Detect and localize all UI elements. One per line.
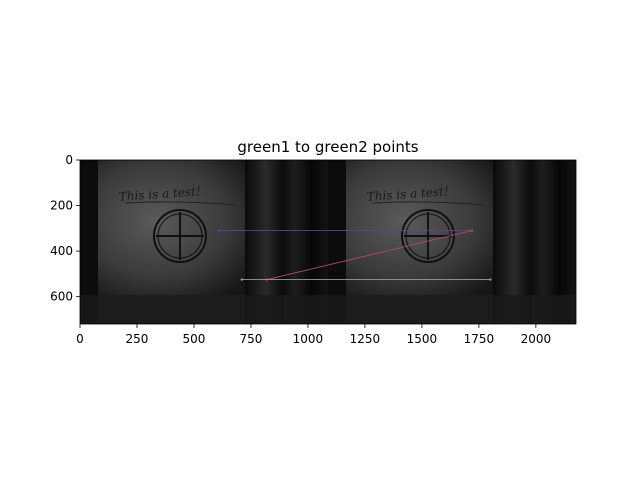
x-tick-label: 2000: [521, 332, 552, 346]
left-panel-floor: [80, 295, 328, 324]
x-tick-label: 1750: [464, 332, 495, 346]
x-tick-label: 1250: [350, 332, 381, 346]
x-tick-label: 1000: [293, 332, 324, 346]
match-point-start: [218, 229, 220, 231]
right-panel-floor: [328, 295, 576, 324]
right-panel-crosshair-target: [402, 210, 454, 262]
match-point-start: [241, 278, 243, 280]
x-tick-label: 0: [76, 332, 84, 346]
y-tick-label: 400: [50, 244, 73, 258]
right-panel-surface: [328, 160, 498, 295]
composite-image: This is a test! This is a test!: [80, 160, 576, 324]
left-panel-crosshair-target: [154, 210, 206, 262]
match-point-end: [471, 229, 473, 231]
left-panel-surface: [80, 160, 250, 295]
x-tick-label: 500: [183, 332, 206, 346]
x-tick-label: 250: [126, 332, 149, 346]
x-tick-label: 750: [240, 332, 263, 346]
match-point-end: [489, 278, 491, 280]
y-tick-label: 600: [50, 290, 73, 304]
chart-title: green1 to green2 points: [237, 138, 418, 156]
y-axis: 0 200 400 600: [50, 153, 80, 304]
x-tick-label: 1500: [407, 332, 438, 346]
y-tick-label: 0: [65, 153, 73, 167]
x-axis: 0 250 500 750 1000 1250 1500 1750 2000: [76, 324, 551, 346]
y-tick-label: 200: [50, 199, 73, 213]
